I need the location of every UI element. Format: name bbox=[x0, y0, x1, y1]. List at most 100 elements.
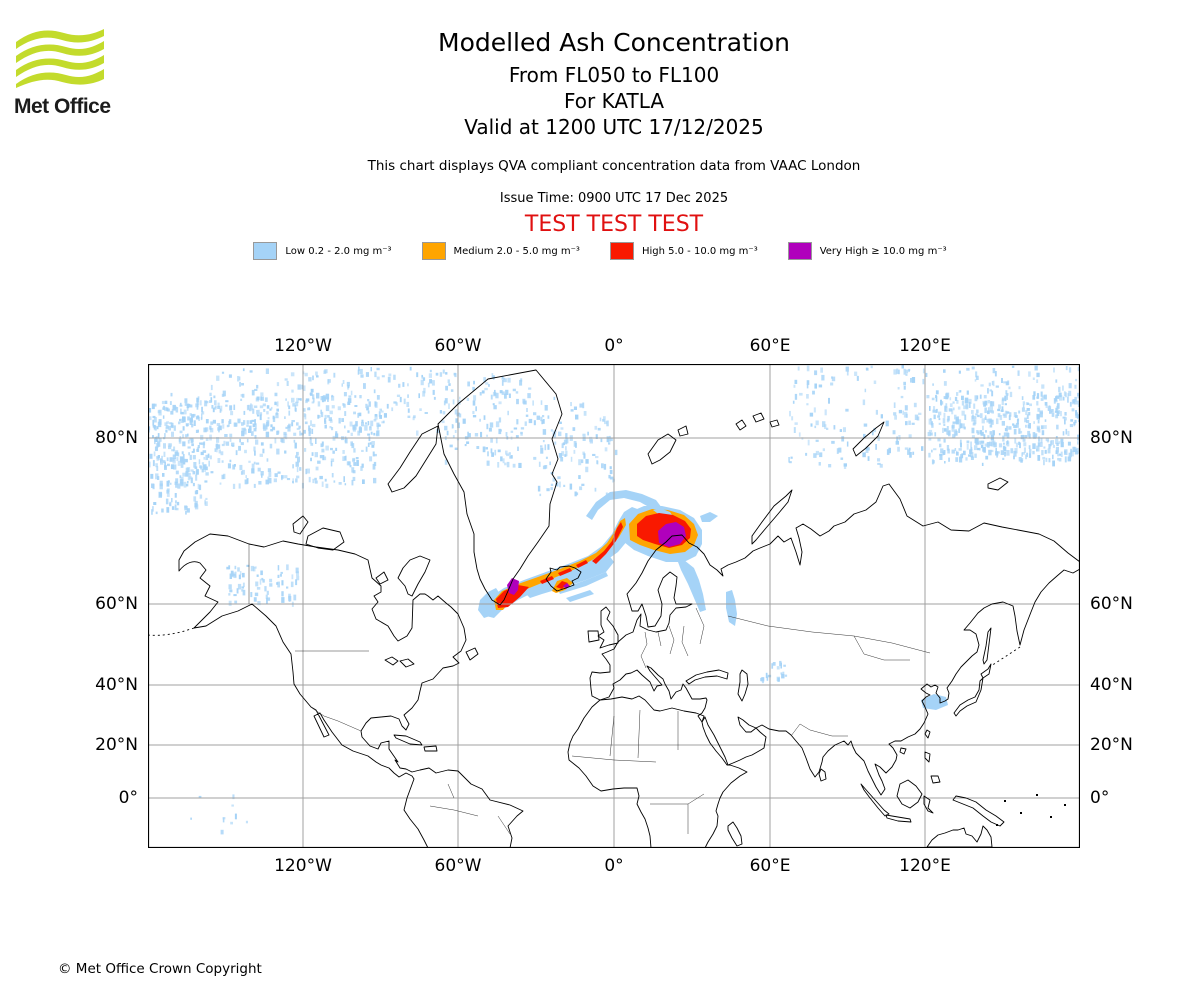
legend-item-very-high: Very High ≥ 10.0 mg m⁻³ bbox=[787, 242, 947, 260]
legend-swatch-high bbox=[609, 242, 634, 260]
legend-label-low: Low 0.2 - 2.0 mg m⁻³ bbox=[285, 245, 392, 257]
axis-tick-label: 0° bbox=[604, 856, 624, 876]
ash-veryhigh-greenland-core bbox=[507, 578, 519, 595]
axis-tick-label: 60°W bbox=[434, 856, 482, 876]
island-outline-sulawesi bbox=[923, 795, 934, 814]
axis-tick-label: 60°W bbox=[434, 336, 482, 356]
legend-swatch-medium bbox=[421, 242, 446, 260]
island-outline-japan bbox=[953, 663, 992, 717]
island-outline-svalbard bbox=[647, 425, 689, 465]
legend: Low 0.2 - 2.0 mg m⁻³ Medium 2.0 - 5.0 mg… bbox=[0, 242, 1200, 260]
valid-time-subtitle: Valid at 1200 UTC 17/12/2025 bbox=[464, 115, 764, 139]
ash-high-upper-streak bbox=[592, 522, 623, 564]
axis-tick-label: 40°N bbox=[95, 675, 138, 695]
axis-tick-label: 0° bbox=[1090, 788, 1110, 808]
island-outline-hispaniola bbox=[423, 745, 438, 752]
axis-tick-label: 80°N bbox=[1090, 428, 1133, 448]
volcano-subtitle: For KATLA bbox=[564, 89, 664, 113]
qva-description: This chart displays QVA compliant concen… bbox=[367, 158, 861, 174]
ash-veryhigh-iceland-dot bbox=[563, 583, 570, 589]
island-outline-borneo bbox=[896, 779, 923, 809]
axis-tick-label: 40°N bbox=[1090, 675, 1133, 695]
axis-tick-label: 80°N bbox=[95, 428, 138, 448]
island-outline-taiwan bbox=[924, 729, 931, 739]
island-outline-banks bbox=[292, 515, 309, 535]
eurasia-coastline bbox=[589, 483, 1080, 796]
legend-swatch-very-high bbox=[787, 242, 812, 260]
aleutian-chain-dashes bbox=[148, 627, 195, 636]
page-title: Modelled Ash Concentration bbox=[438, 28, 790, 57]
ash-high-iceland-dot bbox=[556, 581, 568, 589]
island-outline-novaya-zemlya bbox=[751, 489, 793, 545]
met-office-logo-waves-icon bbox=[16, 29, 104, 88]
country-borders bbox=[248, 544, 931, 835]
ash-low-wisp bbox=[566, 590, 594, 602]
axis-tick-label: 120°W bbox=[274, 856, 332, 876]
axis-tick-label: 60°E bbox=[749, 336, 791, 356]
legend-swatch-low bbox=[253, 242, 278, 260]
island-outline-hainan bbox=[899, 747, 907, 755]
island-outline-severnaya-zemlya bbox=[852, 421, 885, 457]
island-outline-ireland bbox=[587, 630, 600, 643]
test-banner: TEST TEST TEST bbox=[524, 212, 704, 237]
north-south-america-coastline bbox=[178, 533, 524, 848]
map-frame bbox=[148, 364, 1080, 848]
island-outline-iceland bbox=[545, 565, 582, 592]
island-outline-philippines bbox=[924, 751, 941, 784]
axis-tick-label: 0° bbox=[118, 788, 138, 808]
island-outline-ellesmere bbox=[387, 425, 439, 493]
island-outline-sakhalin bbox=[982, 627, 992, 665]
flight-level-subtitle: From FL050 to FL100 bbox=[508, 63, 720, 87]
island-chain-dashes bbox=[148, 627, 1021, 667]
small-island-dots bbox=[996, 794, 1066, 826]
axis-tick-label: 20°N bbox=[95, 735, 138, 755]
island-outline-franz-josef bbox=[735, 412, 780, 431]
axis-tick-label: 60°E bbox=[749, 856, 791, 876]
island-outline-newfoundland bbox=[465, 647, 479, 661]
axis-tick-label: 120°W bbox=[274, 336, 332, 356]
island-outline-new-siberian bbox=[987, 477, 1009, 491]
coastlines bbox=[178, 369, 1080, 848]
low-ash-speckle-field bbox=[148, 364, 1080, 835]
ash-low-iceland-blob bbox=[526, 554, 614, 598]
ash-low-yellow-sea-patch bbox=[921, 694, 948, 710]
island-outline-baffin bbox=[397, 555, 431, 597]
legend-label-high: High 5.0 - 10.0 mg m⁻³ bbox=[641, 245, 758, 257]
axis-tick-label: 120°E bbox=[899, 856, 951, 876]
ash-low-white-sea-streak bbox=[726, 590, 737, 626]
met-office-logo-text: Met Office bbox=[14, 95, 111, 118]
island-outline-madagascar bbox=[727, 821, 743, 847]
legend-label-very-high: Very High ≥ 10.0 mg m⁻³ bbox=[819, 245, 947, 257]
caspian-sea-outline bbox=[737, 669, 749, 702]
met-office-logo: Met Office bbox=[14, 26, 114, 119]
ash-high-dash bbox=[576, 560, 588, 568]
island-outline-java bbox=[885, 814, 912, 823]
ash-layer-very-high bbox=[507, 522, 686, 595]
island-outline-sri-lanka bbox=[818, 768, 827, 782]
axis-tick-label: 0° bbox=[604, 336, 624, 356]
ash-low-arc bbox=[586, 490, 662, 520]
axis-tick-label: 60°N bbox=[95, 594, 138, 614]
island-outline-great-britain bbox=[597, 606, 619, 649]
ash-high-greenland-wedge bbox=[496, 585, 529, 608]
copyright-notice: © Met Office Crown Copyright bbox=[58, 961, 262, 977]
world-map bbox=[148, 364, 1080, 848]
axis-tick-label: 120°E bbox=[899, 336, 951, 356]
axis-tick-label: 60°N bbox=[1090, 594, 1133, 614]
island-outline-new-guinea bbox=[952, 795, 1005, 827]
ash-low-east-wisp bbox=[700, 512, 718, 522]
map-area: 120°W 120°W 60°W 60°W 0° 0° 60°E 60°E 120°E 120°E… bbox=[95, 336, 1133, 876]
graticule-gridlines bbox=[148, 364, 1080, 848]
legend-item-medium: Medium 2.0 - 5.0 mg m⁻³ bbox=[421, 242, 580, 260]
legend-item-high: High 5.0 - 10.0 mg m⁻³ bbox=[609, 242, 758, 260]
kuril-chain-dashes bbox=[990, 646, 1021, 667]
island-outline-cuba bbox=[393, 734, 423, 746]
island-outline-southampton bbox=[375, 571, 389, 585]
legend-label-medium: Medium 2.0 - 5.0 mg m⁻³ bbox=[453, 245, 580, 257]
legend-item-low: Low 0.2 - 2.0 mg m⁻³ bbox=[253, 242, 392, 260]
island-outline-victoria bbox=[305, 527, 345, 551]
ash-layer-high bbox=[496, 513, 691, 608]
ash-low-wisp bbox=[558, 572, 608, 594]
axis-tick-label: 20°N bbox=[1090, 735, 1133, 755]
